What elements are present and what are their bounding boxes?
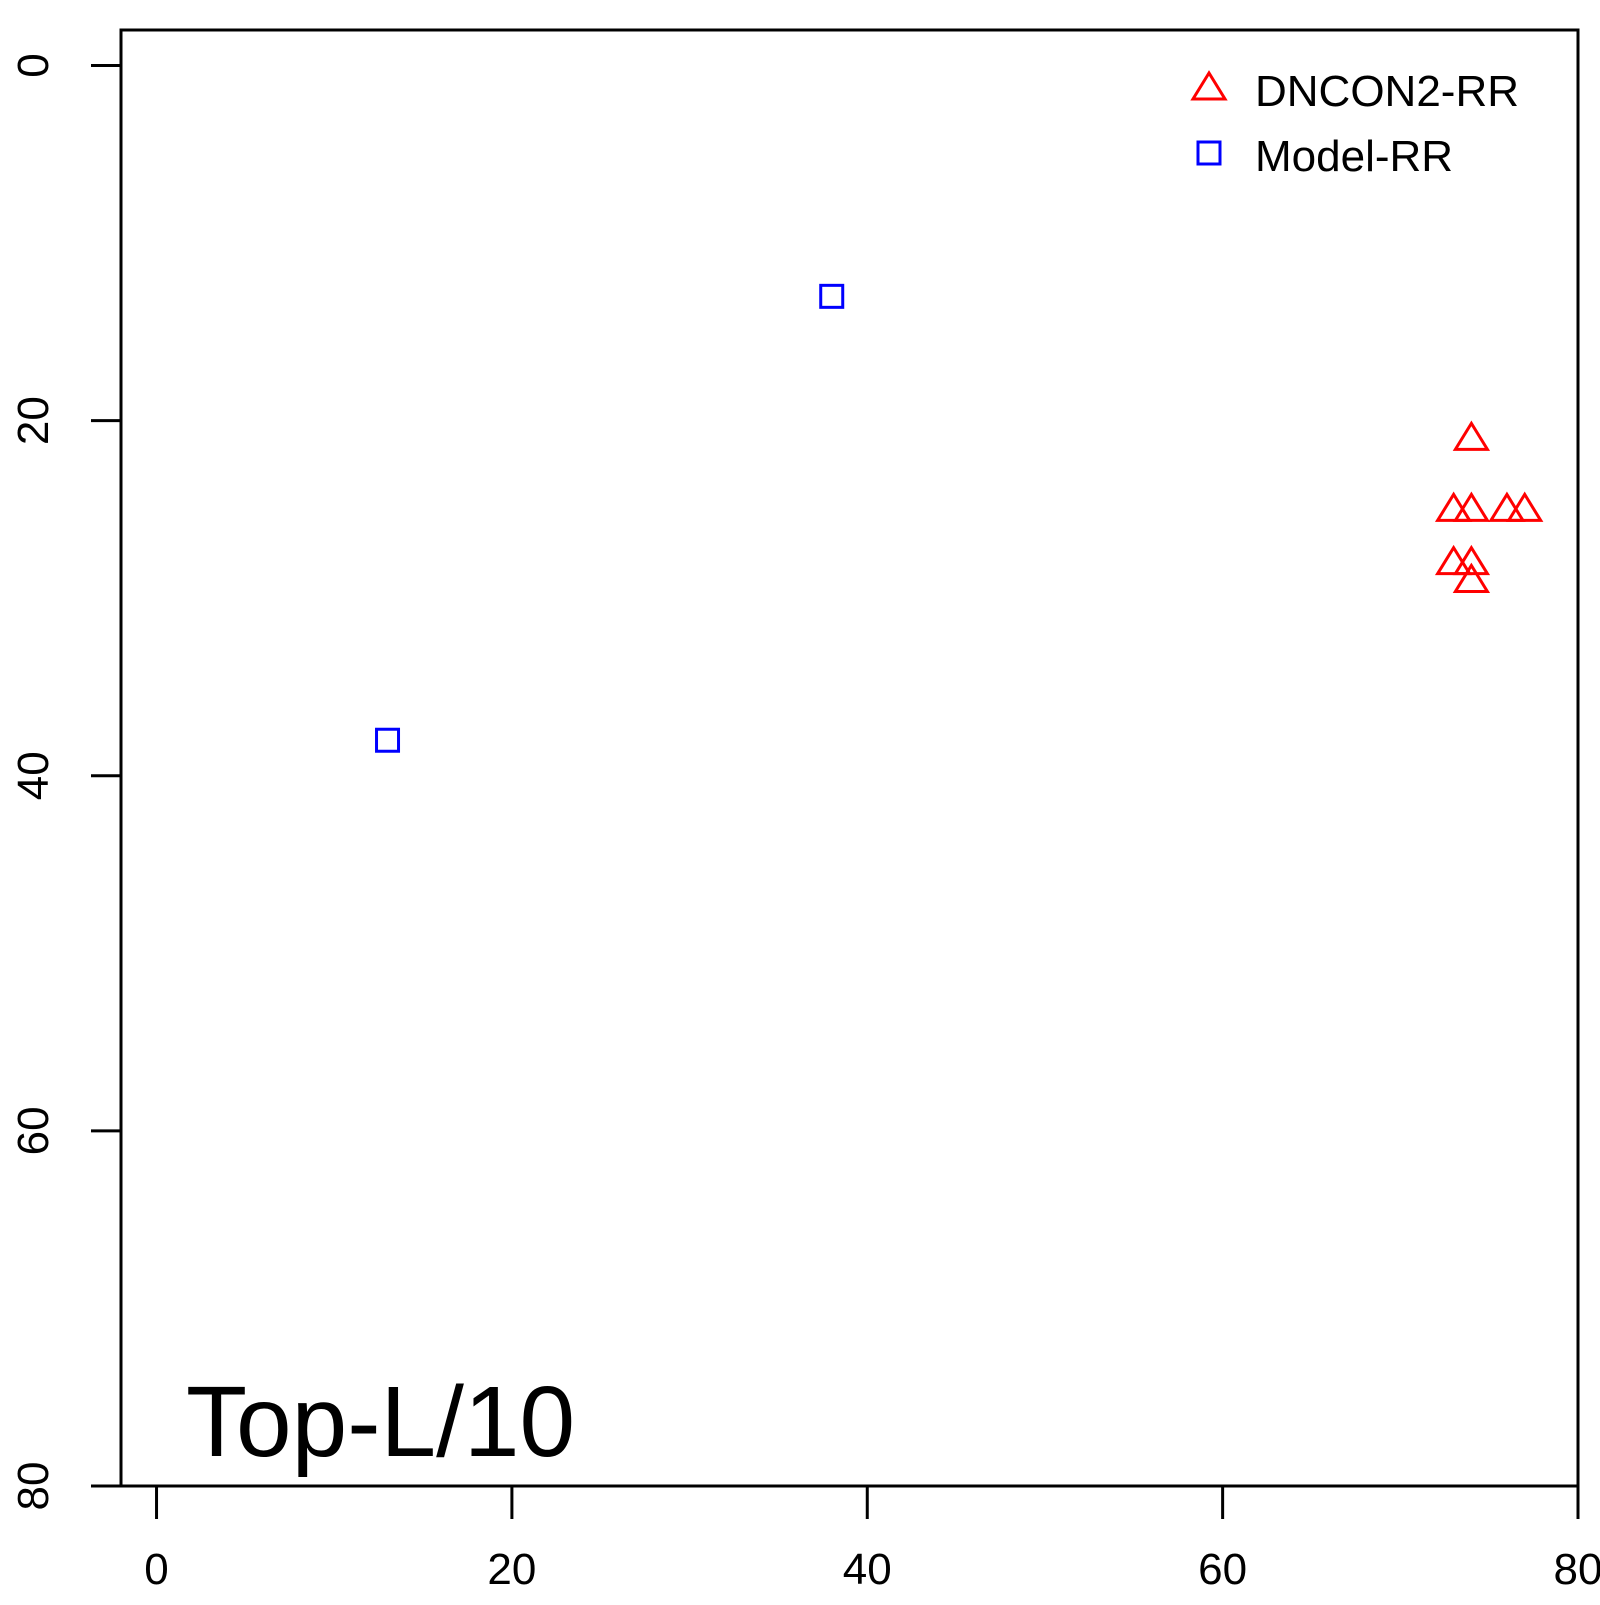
x-axis: 0 20 40 60 80 [144, 1484, 1600, 1594]
y-tick-label: 20 [9, 396, 58, 445]
y-tick-label: 40 [9, 751, 58, 800]
dncon2-rr-point [1452, 420, 1491, 451]
legend: DNCON2-RR Model-RR [1190, 67, 1519, 181]
x-tick-label: 40 [843, 1545, 892, 1594]
legend-marker [1190, 70, 1228, 101]
dncon2-rr-point [1434, 544, 1473, 576]
panel-annotation: Top-L/10 [186, 1366, 575, 1478]
y-tick-label: 60 [9, 1106, 58, 1155]
dncon2-rr-point [1506, 491, 1544, 522]
legend-marker [1196, 140, 1222, 166]
y-tick-label: 0 [9, 53, 58, 77]
x-tick-label: 20 [487, 1545, 536, 1594]
x-tick-label: 80 [1554, 1545, 1600, 1594]
x-tick-label: 60 [1198, 1545, 1247, 1594]
legend-label: DNCON2-RR [1255, 67, 1519, 116]
model-rr-point [375, 727, 401, 753]
dncon2-rr-point [1452, 491, 1491, 522]
y-tick-label: 80 [9, 1462, 58, 1511]
plot-frame [119, 28, 1580, 1488]
x-tick-label: 0 [144, 1545, 168, 1594]
dncon2-rr-point [1434, 491, 1473, 522]
legend-label: Model-RR [1255, 132, 1453, 181]
model-rr-point [819, 283, 845, 309]
y-axis: 0 20 40 60 80 [9, 53, 123, 1511]
dncon2-rr-point [1452, 562, 1491, 593]
dncon2-rr-point [1452, 544, 1491, 576]
data-points [375, 283, 1544, 753]
dncon2-rr-point [1488, 491, 1526, 522]
